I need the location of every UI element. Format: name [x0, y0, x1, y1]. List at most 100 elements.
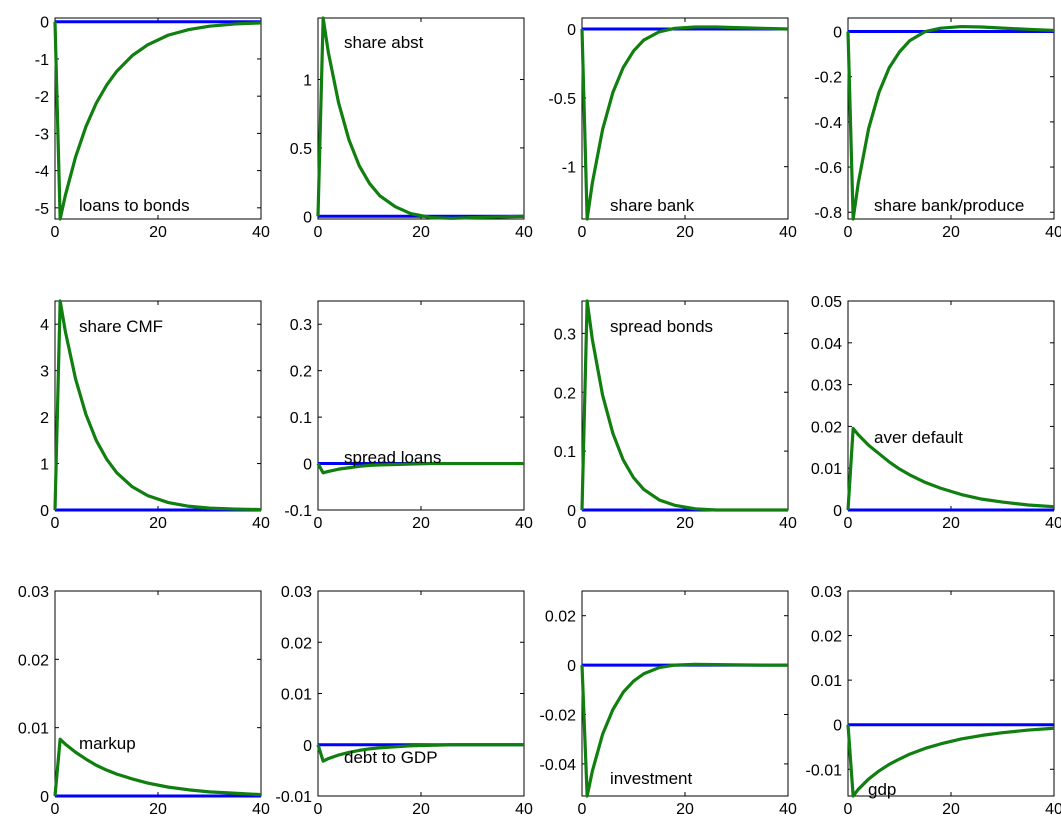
x-tick-label: 20	[942, 515, 960, 532]
x-tick-label: 40	[252, 515, 270, 532]
y-tick-label: 0.03	[18, 584, 49, 601]
y-tick-label: -0.8	[814, 205, 842, 222]
y-tick-label: 0	[567, 658, 576, 675]
x-tick-label: 0	[314, 515, 323, 532]
chart-panel: 0 20 40 0 0.01 0.02 0.03 markup	[18, 584, 270, 818]
y-tick-label: -0.01	[276, 789, 313, 806]
y-tick-label: 0	[40, 503, 49, 520]
y-tick-label: -0.04	[540, 757, 577, 774]
y-tick-label: 0.04	[811, 336, 842, 353]
x-tick-label: 20	[149, 801, 167, 818]
y-tick-label: 0	[567, 22, 576, 39]
response-line	[846, 426, 1055, 511]
y-tick-label: 3	[40, 364, 49, 381]
y-tick-label: 0.03	[281, 584, 312, 601]
x-tick-label: 40	[515, 224, 533, 241]
response-line	[53, 21, 262, 221]
y-tick-label: 0.03	[811, 378, 842, 395]
chart-panel: 0 20 40 0.03 0.02 0.01 0 -0.01 gdp	[806, 584, 1061, 818]
y-tick-label: -0.5	[548, 91, 576, 108]
y-tick-label: 0.02	[18, 652, 49, 669]
x-tick-label: 40	[515, 801, 533, 818]
plot-frame	[581, 17, 789, 220]
panel-title: investment	[610, 769, 692, 788]
y-tick-label: 0.01	[281, 687, 312, 704]
y-tick-label: 0	[303, 457, 312, 474]
y-tick-label: 0.2	[290, 364, 312, 381]
y-tick-label: -4	[35, 164, 49, 181]
x-tick-label: 20	[942, 224, 960, 241]
panel-title: aver default	[874, 428, 963, 447]
x-tick-label: 20	[412, 801, 430, 818]
x-tick-label: 20	[676, 801, 694, 818]
x-tick-label: 0	[51, 801, 60, 818]
x-tick-label: 40	[779, 224, 797, 241]
chart-panel: 0 20 40 0 -1 -2 -3 -4 -5 loans to bonds	[35, 15, 270, 241]
chart-panel: 0 20 40 0 0.1 0.2 0.3 spread bonds	[554, 299, 797, 532]
response-line	[316, 16, 525, 220]
x-tick-label: 40	[252, 801, 270, 818]
plot-frame	[581, 590, 789, 797]
y-tick-label: 0.03	[811, 584, 842, 601]
y-tick-label: 0	[833, 25, 842, 42]
y-tick-label: 0	[40, 15, 49, 32]
y-tick-label: -0.01	[806, 762, 843, 779]
y-tick-label: 0.05	[811, 294, 842, 311]
x-tick-label: 0	[314, 801, 323, 818]
panel-title: share CMF	[79, 317, 163, 336]
x-tick-label: 0	[51, 515, 60, 532]
y-tick-label: -0.4	[814, 115, 842, 132]
y-tick-label: 0	[833, 503, 842, 520]
panel-title: share bank	[610, 196, 695, 215]
plot-frame	[847, 17, 1055, 220]
chart-panel: 0 20 40 0.02 0 -0.02 -0.04 investment	[540, 590, 797, 818]
y-tick-label: -5	[35, 201, 49, 218]
response-line	[53, 737, 262, 797]
x-tick-label: 40	[1045, 224, 1061, 241]
panel-title: spread loans	[344, 448, 441, 467]
chart-panel: 0 20 40 0 1 2 3 4 share CMF	[40, 299, 270, 532]
y-tick-label: -3	[35, 126, 49, 143]
panel-title: share bank/produce	[874, 196, 1024, 215]
x-tick-label: 0	[51, 224, 60, 241]
y-tick-label: 1	[303, 73, 312, 90]
x-tick-label: 40	[1045, 515, 1061, 532]
x-tick-label: 0	[844, 801, 853, 818]
y-tick-label: 0	[303, 738, 312, 755]
panel-title: spread bonds	[610, 317, 713, 336]
plot-frame	[54, 590, 262, 797]
y-tick-label: 0.5	[290, 141, 312, 158]
y-tick-label: 0.01	[811, 461, 842, 478]
x-tick-label: 20	[676, 515, 694, 532]
y-tick-label: 0	[303, 209, 312, 226]
y-tick-label: 0	[40, 789, 49, 806]
y-tick-label: 0.01	[811, 673, 842, 690]
x-tick-label: 40	[1045, 801, 1061, 818]
x-tick-label: 20	[149, 224, 167, 241]
y-tick-label: 0	[833, 718, 842, 735]
response-line	[580, 299, 788, 512]
y-tick-label: 0.3	[554, 326, 576, 343]
plot-frame	[847, 590, 1055, 797]
x-tick-label: 40	[515, 515, 533, 532]
x-tick-label: 20	[412, 224, 430, 241]
response-line	[846, 24, 1055, 221]
y-tick-label: 0.02	[811, 629, 842, 646]
chart-panel: 0 20 40 0 0.5 1 share abst	[290, 16, 533, 241]
y-tick-label: 0.2	[554, 385, 576, 402]
x-tick-label: 20	[942, 801, 960, 818]
x-tick-label: 40	[779, 801, 797, 818]
x-tick-label: 40	[252, 224, 270, 241]
x-tick-label: 0	[578, 515, 587, 532]
x-tick-label: 40	[779, 515, 797, 532]
x-tick-label: 0	[578, 801, 587, 818]
y-tick-label: 0.1	[290, 410, 312, 427]
x-tick-label: 20	[676, 224, 694, 241]
response-line	[316, 461, 524, 475]
x-tick-label: 0	[314, 224, 323, 241]
chart-panel: 0 20 40 0 0.01 0.02 0.03 0.04 0.05 aver default	[811, 294, 1061, 532]
y-tick-label: -2	[35, 89, 49, 106]
